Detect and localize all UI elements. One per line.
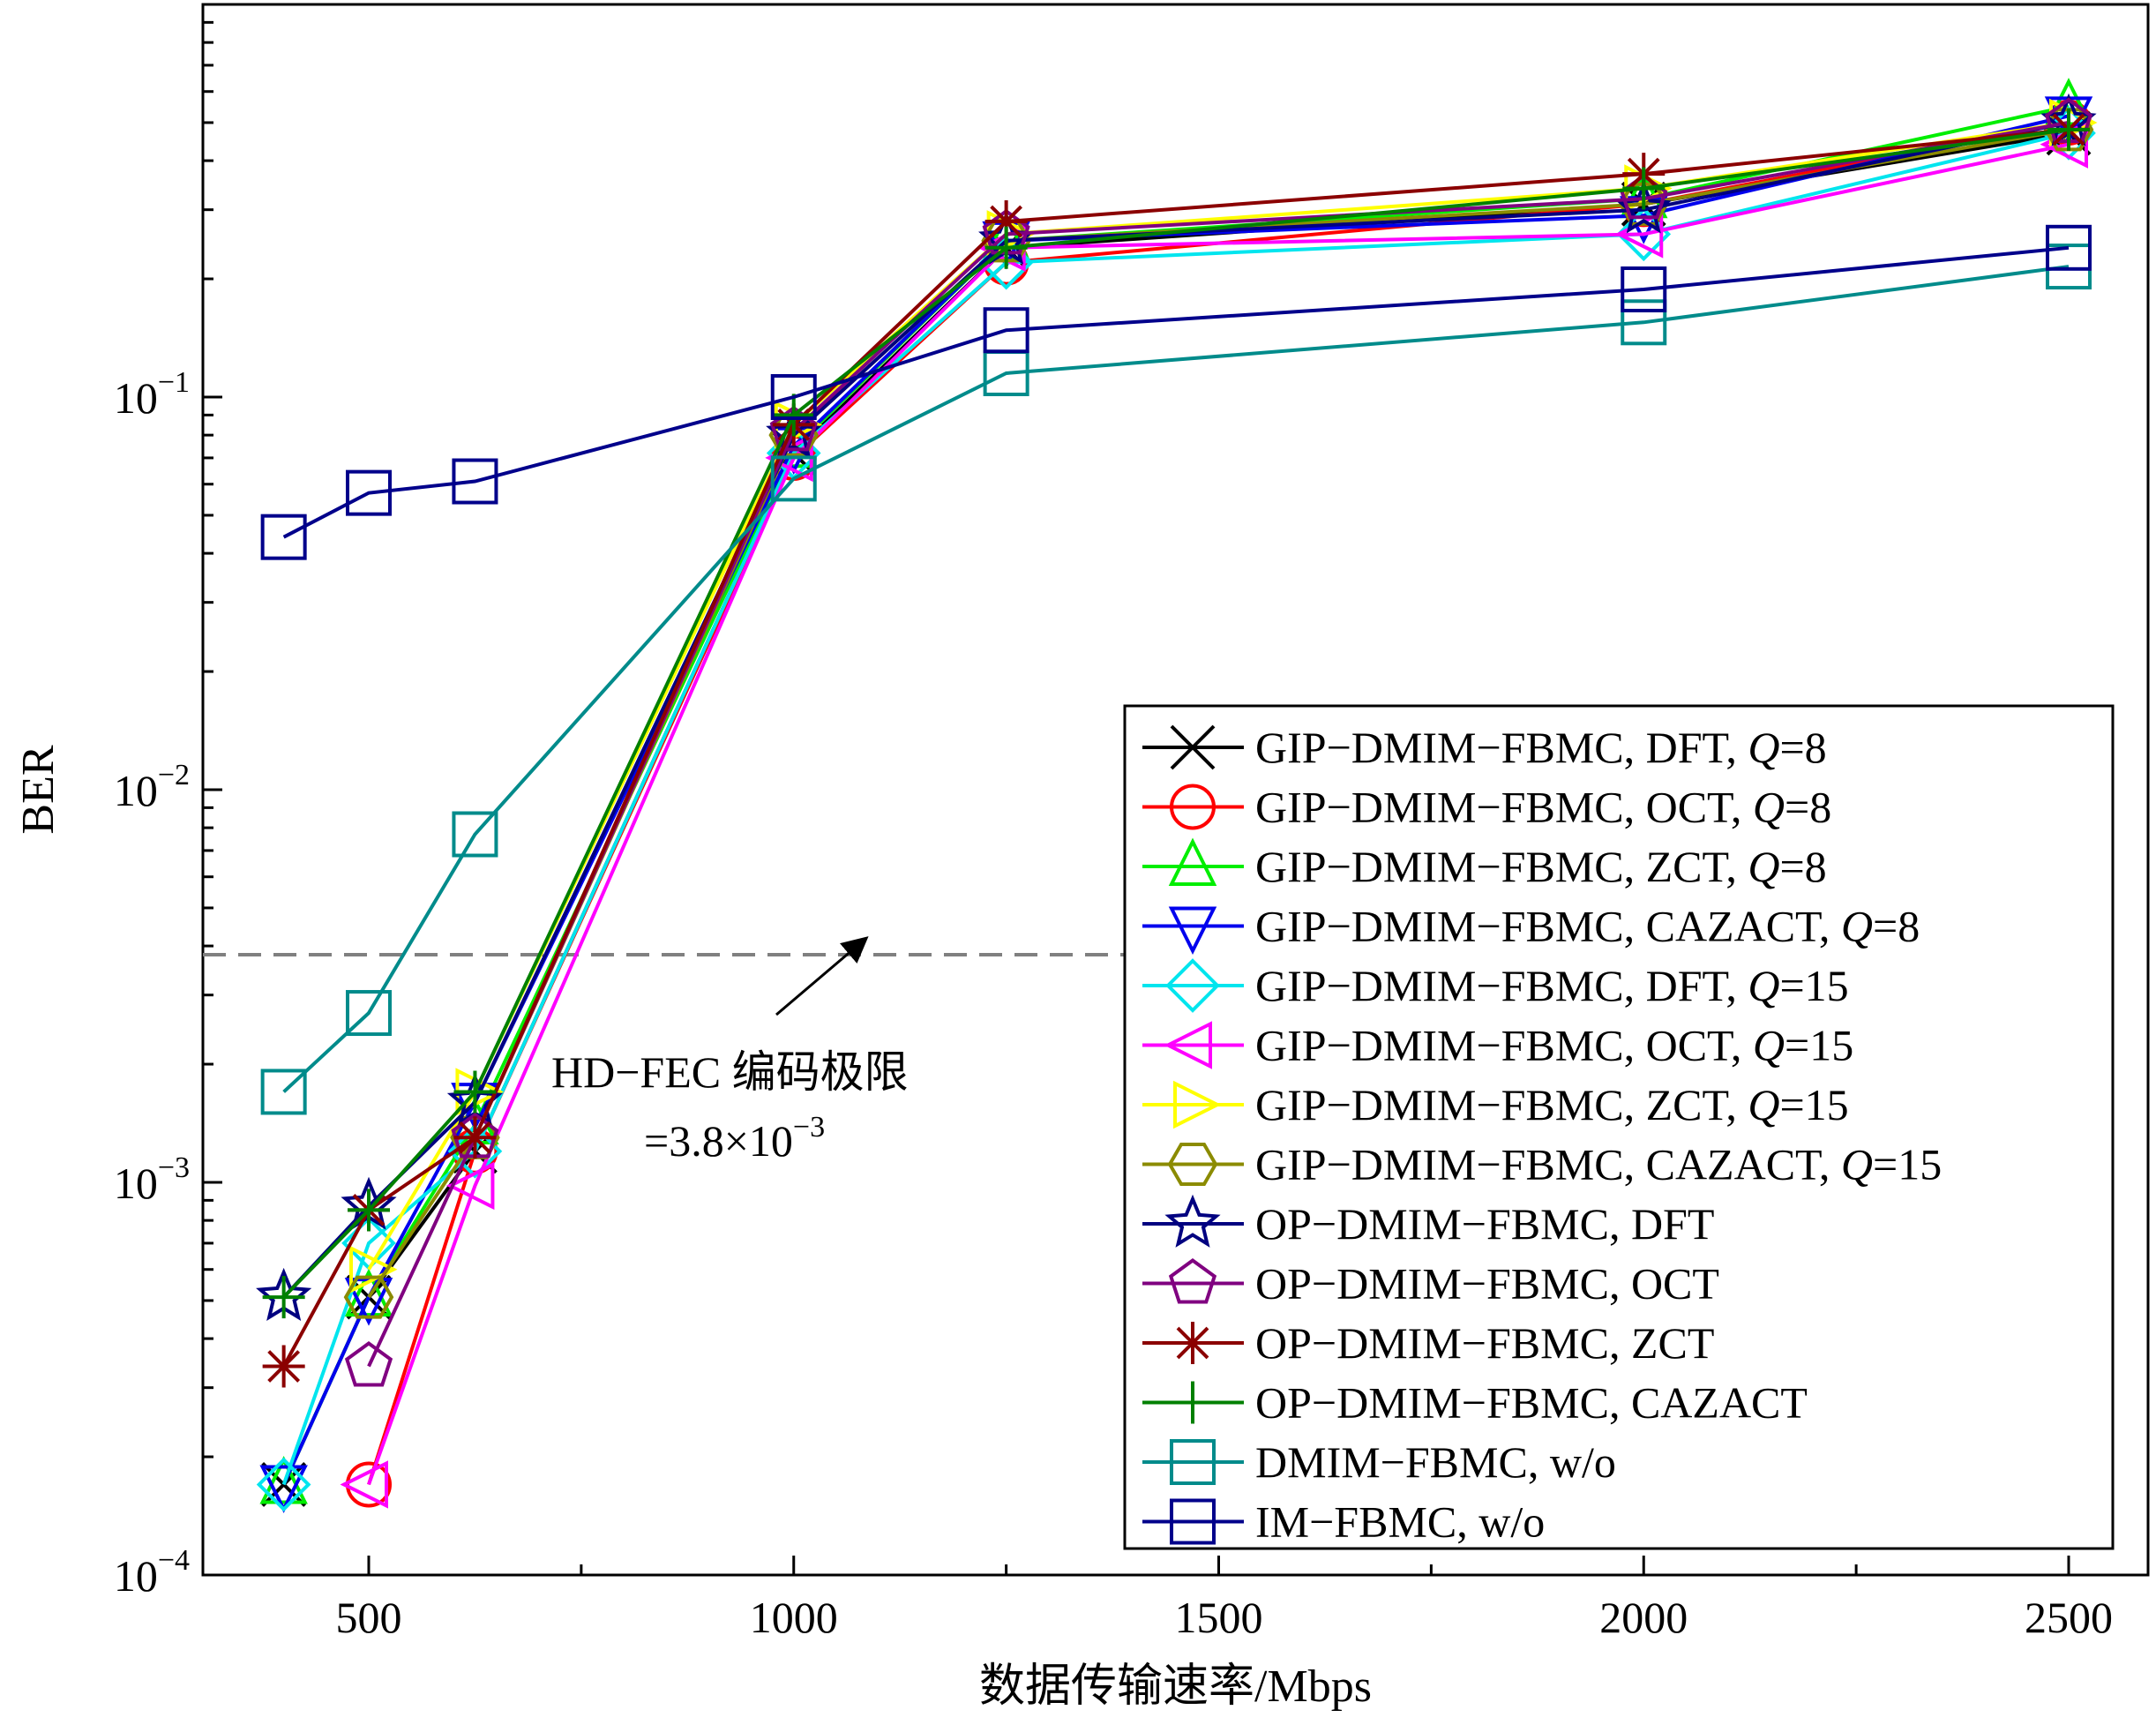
x-tick-label: 2000 [1599,1593,1688,1642]
legend-entry: GIP−DMIM−FBMC, ZCT, Q=15 [1142,1080,1849,1129]
legend-label: OP−DMIM−FBMC, CAZACT [1255,1378,1808,1428]
x-tick-label: 500 [336,1593,402,1642]
legend-label: DMIM−FBMC, w/o [1255,1437,1616,1487]
legend-label: GIP−DMIM−FBMC, OCT, Q=8 [1255,783,1831,832]
marker-square [452,458,498,505]
legend-entry: DMIM−FBMC, w/o [1142,1437,1616,1487]
legend-entry: GIP−DMIM−FBMC, OCT, Q=15 [1142,1021,1853,1070]
marker-triangle-left [445,1161,495,1211]
x-tick-label: 2500 [2025,1593,2113,1642]
legend-entry: GIP−DMIM−FBMC, DFT, Q=15 [1142,958,1849,1013]
marker-pentagon [344,1341,393,1387]
marker-square [346,469,392,516]
marker-triangle-left [1164,1021,1212,1069]
legend-entry: OP−DMIM−FBMC, OCT [1142,1258,1719,1309]
legend-label: GIP−DMIM−FBMC, CAZACT, Q=8 [1255,902,1920,951]
threshold-label-line2: =3.8×10−3 [644,1111,825,1166]
threshold-arrow [775,936,869,1016]
marker-square [2046,224,2092,271]
x-tick-label: 1000 [750,1593,838,1642]
marker-triangle-left [340,1460,388,1509]
y-tick-label: 10−2 [114,759,190,815]
marker-square [1621,266,1667,312]
marker-square [770,374,817,420]
marker-pentagon [769,405,818,452]
series-13 [260,224,2092,560]
marker-hexagon [343,1275,394,1319]
legend-label: IM−FBMC, w/o [1255,1497,1545,1547]
legend-entry: GIP−DMIM−FBMC, OCT, Q=8 [1142,783,1831,832]
marker-asterisk [1176,1326,1209,1360]
legend-label: OP−DMIM−FBMC, ZCT [1255,1318,1714,1368]
marker-x [1170,724,1216,770]
series-line [282,245,2070,539]
marker-hexagon [1167,1142,1218,1187]
series-line [367,142,2070,1486]
legend-label: GIP−DMIM−FBMC, ZCT, Q=15 [1255,1080,1849,1129]
legend-label: GIP−DMIM−FBMC, DFT, Q=8 [1255,723,1827,772]
series-line [282,265,2070,1093]
legend-entry: IM−FBMC, w/o [1142,1497,1545,1547]
legend-label: OP−DMIM−FBMC, DFT [1255,1199,1714,1249]
marker-triangle-right [349,1245,398,1294]
marker-triangle-down [1168,906,1217,955]
marker-star [766,405,822,459]
x-axis-title: 数据传输速率/Mbps [979,1661,1372,1712]
marker-triangle-up [344,1268,393,1317]
legend-label: GIP−DMIM−FBMC, OCT, Q=15 [1255,1021,1853,1070]
legend-entry: OP−DMIM−FBMC, CAZACT [1142,1378,1808,1428]
marker-triangle-down [259,1465,308,1513]
marker-asterisk [459,1121,491,1154]
legend-entry: OP−DMIM−FBMC, ZCT [1142,1318,1714,1368]
y-tick-label: 10−1 [114,366,190,423]
marker-star [1164,1194,1221,1248]
legend-label: GIP−DMIM−FBMC, ZCT, Q=8 [1255,842,1827,891]
y-axis-title: BER [13,745,64,834]
marker-triangle-right [1173,1080,1222,1129]
marker-triangle-up [259,1455,308,1504]
marker-square [260,1069,307,1115]
x-tick-label: 1500 [1175,1593,1263,1642]
threshold-label-line1: HD−FEC 编码极限 [551,1047,909,1097]
marker-square [1170,1498,1216,1545]
legend-entry: GIP−DMIM−FBMC, DFT, Q=8 [1142,723,1827,772]
marker-square [260,514,307,560]
marker-diamond [1165,958,1220,1013]
marker-square [346,990,392,1037]
y-tick-label: 10−4 [114,1544,190,1601]
marker-square [770,455,817,502]
marker-asterisk [990,205,1023,238]
marker-square [452,811,498,858]
legend-entry: GIP−DMIM−FBMC, CAZACT, Q=15 [1142,1140,1942,1189]
series-12 [260,244,2092,1115]
legend-entry: OP−DMIM−FBMC, DFT [1142,1194,1714,1249]
marker-triangle-down [344,1278,393,1326]
marker-square [1170,1439,1216,1485]
legend-entry: GIP−DMIM−FBMC, CAZACT, Q=8 [1142,902,1920,955]
marker-square [983,307,1029,354]
legend-box [1123,704,2115,1550]
marker-asterisk [267,1350,301,1383]
marker-square [1621,299,1667,346]
legend-label: GIP−DMIM−FBMC, DFT, Q=15 [1255,961,1849,1010]
marker-diamond [256,1457,311,1512]
marker-triangle-up [1168,837,1217,886]
legend-label: OP−DMIM−FBMC, OCT [1255,1259,1719,1309]
y-tick-label: 10−3 [114,1151,190,1208]
series-11 [262,108,2090,1319]
marker-circle [1170,784,1216,830]
legend-entry: GIP−DMIM−FBMC, ZCT, Q=8 [1142,837,1827,891]
marker-pentagon [1168,1258,1217,1304]
legend-label: GIP−DMIM−FBMC, CAZACT, Q=15 [1255,1140,1942,1189]
